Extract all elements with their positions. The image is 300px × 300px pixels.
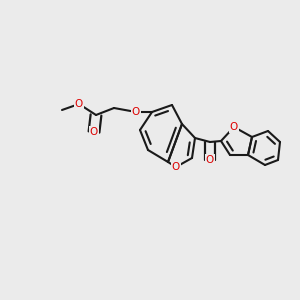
Text: O: O	[172, 162, 180, 172]
Text: O: O	[230, 122, 238, 132]
Text: O: O	[132, 107, 140, 117]
Text: O: O	[75, 99, 83, 109]
Text: O: O	[90, 127, 98, 137]
Text: O: O	[206, 155, 214, 165]
